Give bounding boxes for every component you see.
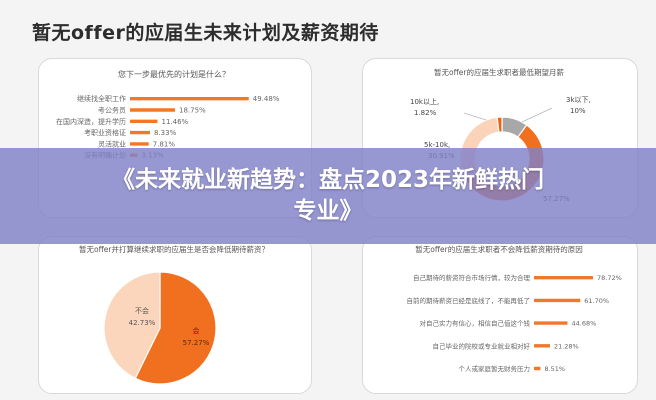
bar xyxy=(130,142,149,146)
slice-label: 会 xyxy=(193,326,200,335)
bar-value-label: 8.51% xyxy=(544,365,565,373)
slice-value-label: 42.73% xyxy=(129,319,156,327)
bar-category-label: 在国内深造，提升学历 xyxy=(56,117,126,126)
bar-category-label: 对自己实力有信心，相信自己值这个钱 xyxy=(420,319,531,328)
bar-category-label: 考公务员 xyxy=(98,106,126,115)
bar-value-label: 78.72% xyxy=(597,274,622,282)
bar-category-label: 继续找全职工作 xyxy=(77,94,126,103)
bar xyxy=(130,130,150,135)
bar-category-label: 考职业资格证 xyxy=(84,128,126,137)
bar-value-label: 49.48% xyxy=(253,95,280,103)
chart-title: 您下一步最优先的计划是什么？ xyxy=(118,69,230,79)
chart-title: 暂无offer的应届生求职者不会降低薪资期待的原因 xyxy=(415,244,582,254)
article-title-banner[interactable]: 《未来就业新趋势：盘点2023年新鲜热门 专业》 xyxy=(0,148,656,244)
slice-label: 3k以下, xyxy=(566,96,591,104)
bar-value-label: 61.70% xyxy=(584,297,609,305)
bar-value-label: 11.46% xyxy=(162,118,189,126)
banner-title-line-1: 《未来就业新趋势：盘点2023年新鲜热门 xyxy=(111,167,544,193)
bar xyxy=(534,366,541,371)
chart-title: 暂无offer的应届生求职者最低期望月薪 xyxy=(434,67,564,77)
bar-value-label: 44.68% xyxy=(572,320,597,328)
pie-slice xyxy=(103,271,161,380)
bar xyxy=(534,321,568,325)
page-heading: 暂无offer的应届生未来计划及薪资期待 xyxy=(32,22,379,44)
bar-value-label: 8.33% xyxy=(154,129,177,137)
chart-lower-pie: 暂无offer并打算继续求职的应届生是否会降低期待薪资？ 会 57.27% 不会 42… xyxy=(79,244,269,385)
bar-category-label: 自前的期待薪资已经是底线了，不能再低了 xyxy=(407,296,531,305)
leader-line xyxy=(463,112,487,121)
slice-value-label: 10% xyxy=(570,107,586,115)
leader-line xyxy=(521,107,553,123)
slice-label: 5k-10k, xyxy=(424,141,450,149)
chart-title: 暂无offer并打算继续求职的应届生是否会降低期待薪资？ xyxy=(79,244,269,254)
bar-value-label: 7.81% xyxy=(153,140,176,148)
bar-category-label: 灵活就业 xyxy=(98,139,126,148)
slice-label: 10k以上, xyxy=(410,97,439,106)
chart-reasons-bar: 暂无offer的应届生求职者不会降低薪资期待的原因 自己期待的薪资符合市场行情，… xyxy=(407,244,622,373)
slice-label: 不会 xyxy=(135,306,149,315)
bar xyxy=(130,97,249,101)
banner-title-line-2: 专业》 xyxy=(293,198,363,224)
bar-category-label: 自己毕业的院校或专业就业相对好 xyxy=(433,341,531,350)
slice-value-label: 1.82% xyxy=(414,109,437,117)
bar xyxy=(534,344,550,348)
bar-category-label: 个人或家庭暂无财务压力 xyxy=(459,364,531,373)
bar xyxy=(130,108,175,112)
bar-value-label: 21.28% xyxy=(554,342,579,350)
bar xyxy=(534,276,594,280)
pie-slice xyxy=(134,271,217,385)
bar xyxy=(130,119,158,123)
bar-category-label: 自己期待的薪资符合市场行情，较为合理 xyxy=(413,273,531,282)
panel-reasons xyxy=(362,236,638,394)
slice-value-label: 57.27% xyxy=(183,339,210,347)
bar xyxy=(534,298,581,303)
pie-slice xyxy=(496,116,503,133)
bar-value-label: 18.75% xyxy=(179,107,206,115)
